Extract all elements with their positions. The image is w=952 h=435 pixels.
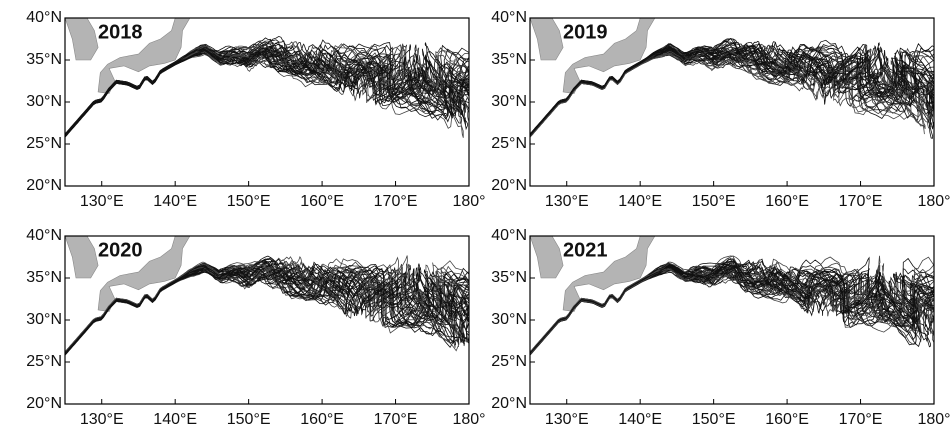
front-contour <box>65 262 469 353</box>
y-tick-label: 40°N <box>26 227 62 244</box>
y-tick-label: 30°N <box>26 311 62 328</box>
x-tick-label: 180° <box>452 193 485 210</box>
map-content <box>530 18 934 139</box>
x-tick-label: 170°E <box>839 411 883 428</box>
x-tick-label: 140°E <box>153 193 197 210</box>
map-panel: 2019 130°E 140°E 150°E 160°E 170°E 180° 20°N 25°… <box>491 9 950 210</box>
panel-title: 2019 <box>563 21 608 43</box>
x-tick-label: 180° <box>917 193 950 210</box>
y-tick-label: 20°N <box>26 395 62 412</box>
map-panel: 2020 130°E 140°E 150°E 160°E 170°E 180° 20°N 25°… <box>26 227 485 428</box>
front-contour <box>530 255 934 353</box>
x-tick-label: 180° <box>452 411 485 428</box>
map-content <box>530 236 934 356</box>
x-tick-label: 150°E <box>227 411 271 428</box>
front-contour <box>65 47 469 137</box>
front-contour <box>530 46 934 136</box>
y-tick-label: 20°N <box>491 177 527 194</box>
x-tick-label: 170°E <box>839 193 883 210</box>
x-tick-label: 150°E <box>692 411 736 428</box>
x-tick-label: 130°E <box>545 411 589 428</box>
front-contour <box>65 267 469 356</box>
y-tick-label: 25°N <box>491 135 527 152</box>
x-tick-label: 130°E <box>545 193 589 210</box>
x-tick-label: 140°E <box>618 411 662 428</box>
y-tick-label: 25°N <box>26 353 62 370</box>
y-tick-label: 30°N <box>26 93 62 110</box>
y-tick-label: 30°N <box>491 311 527 328</box>
x-tick-label: 130°E <box>80 411 124 428</box>
front-contour <box>65 265 469 354</box>
map-content <box>65 18 469 138</box>
y-tick-label: 25°N <box>491 353 527 370</box>
y-tick-label: 35°N <box>26 51 62 68</box>
y-tick-label: 35°N <box>491 51 527 68</box>
land <box>530 236 656 312</box>
x-tick-label: 170°E <box>374 411 418 428</box>
y-tick-label: 30°N <box>491 93 527 110</box>
front-contour <box>530 51 934 138</box>
x-tick-label: 180° <box>917 411 950 428</box>
front-contour <box>65 45 469 136</box>
y-tick-label: 35°N <box>26 269 62 286</box>
y-tick-label: 35°N <box>491 269 527 286</box>
map-panel: 2021 130°E 140°E 150°E 160°E 170°E 180° 20°N 25°… <box>491 227 950 428</box>
x-tick-label: 160°E <box>300 411 344 428</box>
x-tick-label: 170°E <box>374 193 418 210</box>
x-tick-label: 160°E <box>765 193 809 210</box>
front-contour <box>530 263 934 354</box>
map-content <box>65 236 469 356</box>
y-tick-label: 25°N <box>26 135 62 152</box>
front-contour <box>65 266 469 355</box>
front-contour <box>530 38 934 135</box>
land <box>65 18 191 94</box>
x-tick-label: 140°E <box>618 193 662 210</box>
y-tick-label: 40°N <box>491 227 527 244</box>
y-tick-label: 40°N <box>26 9 62 26</box>
x-tick-label: 150°E <box>692 193 736 210</box>
panel-title: 2020 <box>98 239 142 261</box>
panel-title: 2021 <box>563 239 608 261</box>
front-contour <box>530 271 934 356</box>
x-tick-label: 150°E <box>227 193 271 210</box>
y-tick-label: 20°N <box>491 395 527 412</box>
panel-title: 2018 <box>98 21 142 43</box>
x-tick-label: 160°E <box>300 193 344 210</box>
front-contour <box>530 268 934 355</box>
land <box>530 18 656 94</box>
map-panel: 2018 130°E 140°E 150°E 160°E 170°E 180° 20°N 25°… <box>26 9 485 210</box>
y-tick-label: 20°N <box>26 177 62 194</box>
x-tick-label: 130°E <box>80 193 124 210</box>
land <box>65 236 191 312</box>
front-contour <box>65 35 469 135</box>
y-tick-label: 40°N <box>491 9 527 26</box>
x-tick-label: 160°E <box>765 411 809 428</box>
front-contour <box>65 258 469 353</box>
x-tick-label: 140°E <box>153 411 197 428</box>
